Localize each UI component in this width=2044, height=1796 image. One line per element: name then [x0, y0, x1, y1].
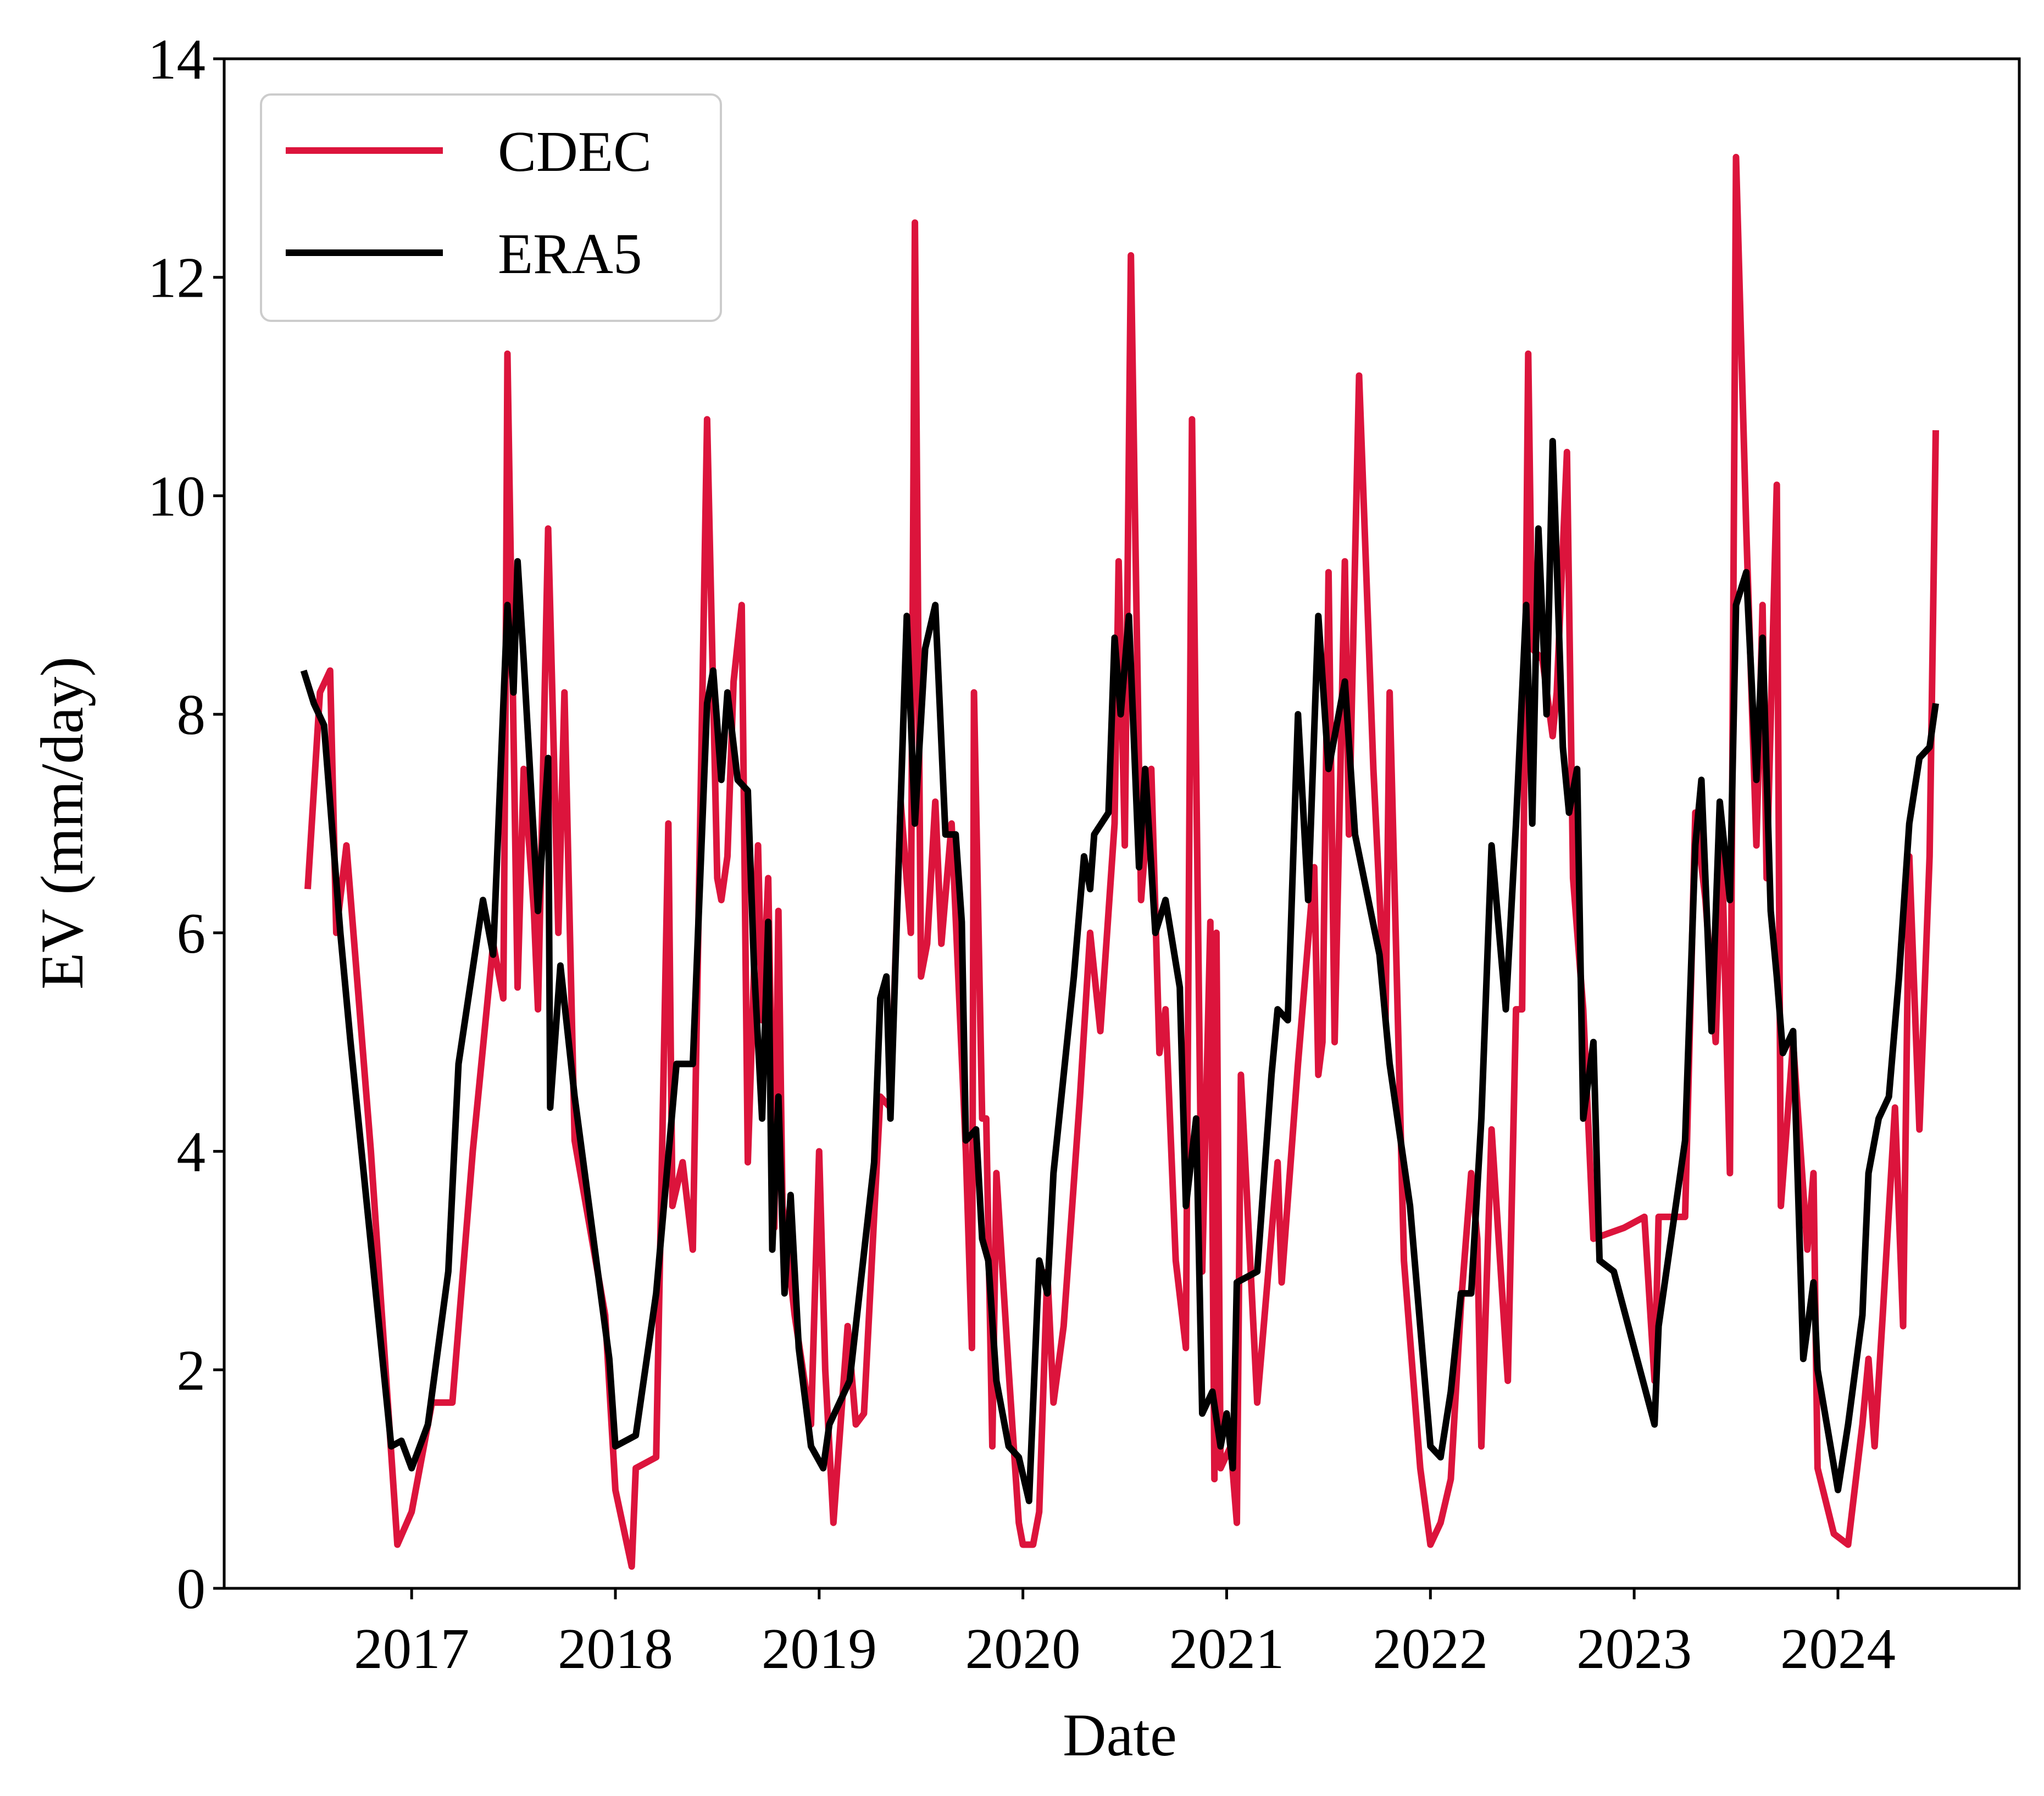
y-tick-label: 6	[177, 901, 206, 965]
y-axis-label: EV (mm/day)	[29, 657, 96, 989]
y-tick-label: 10	[148, 464, 205, 528]
y-tick-label: 2	[177, 1338, 206, 1402]
y-tick-label: 4	[177, 1120, 206, 1184]
x-axis-label: Date	[1063, 1702, 1177, 1769]
y-tick-label: 8	[177, 682, 206, 747]
legend-label: CDEC	[498, 119, 652, 184]
x-tick-label: 2017	[354, 1616, 469, 1681]
series-line	[300, 438, 1939, 1504]
axes-frame	[223, 57, 2021, 1590]
x-tick-label: 2020	[965, 1616, 1081, 1681]
x-tick-label: 2018	[558, 1616, 673, 1681]
x-tick-label: 2022	[1373, 1616, 1488, 1681]
y-tick-label: 12	[148, 246, 205, 310]
x-tick-label: 2021	[1169, 1616, 1284, 1681]
x-tick-label: 2019	[762, 1616, 877, 1681]
x-tick-label: 2024	[1780, 1616, 1896, 1681]
y-tick-label: 0	[177, 1556, 206, 1621]
y-tick-label: 14	[148, 27, 205, 91]
legend-label: ERA5	[498, 221, 642, 286]
legend-box	[260, 93, 722, 322]
x-tick-label: 2023	[1576, 1616, 1692, 1681]
